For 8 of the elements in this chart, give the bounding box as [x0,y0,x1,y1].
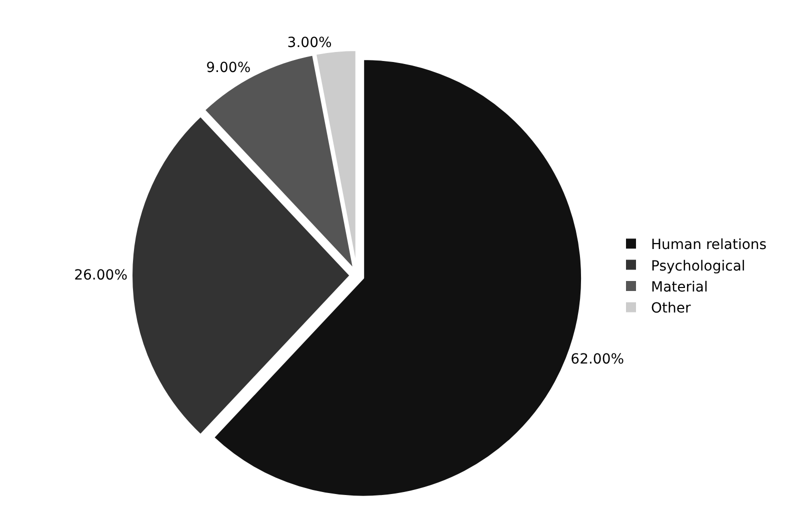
legend-label: Other [651,300,691,317]
data-label: 26.00% [74,268,128,284]
data-label: 62.00% [570,352,624,368]
data-label: 9.00% [206,60,251,76]
legend-label: Human relations [651,237,767,254]
legend-label: Psychological [651,258,746,274]
legend-label: Material [651,279,708,296]
data-label: 3.00% [287,35,332,52]
